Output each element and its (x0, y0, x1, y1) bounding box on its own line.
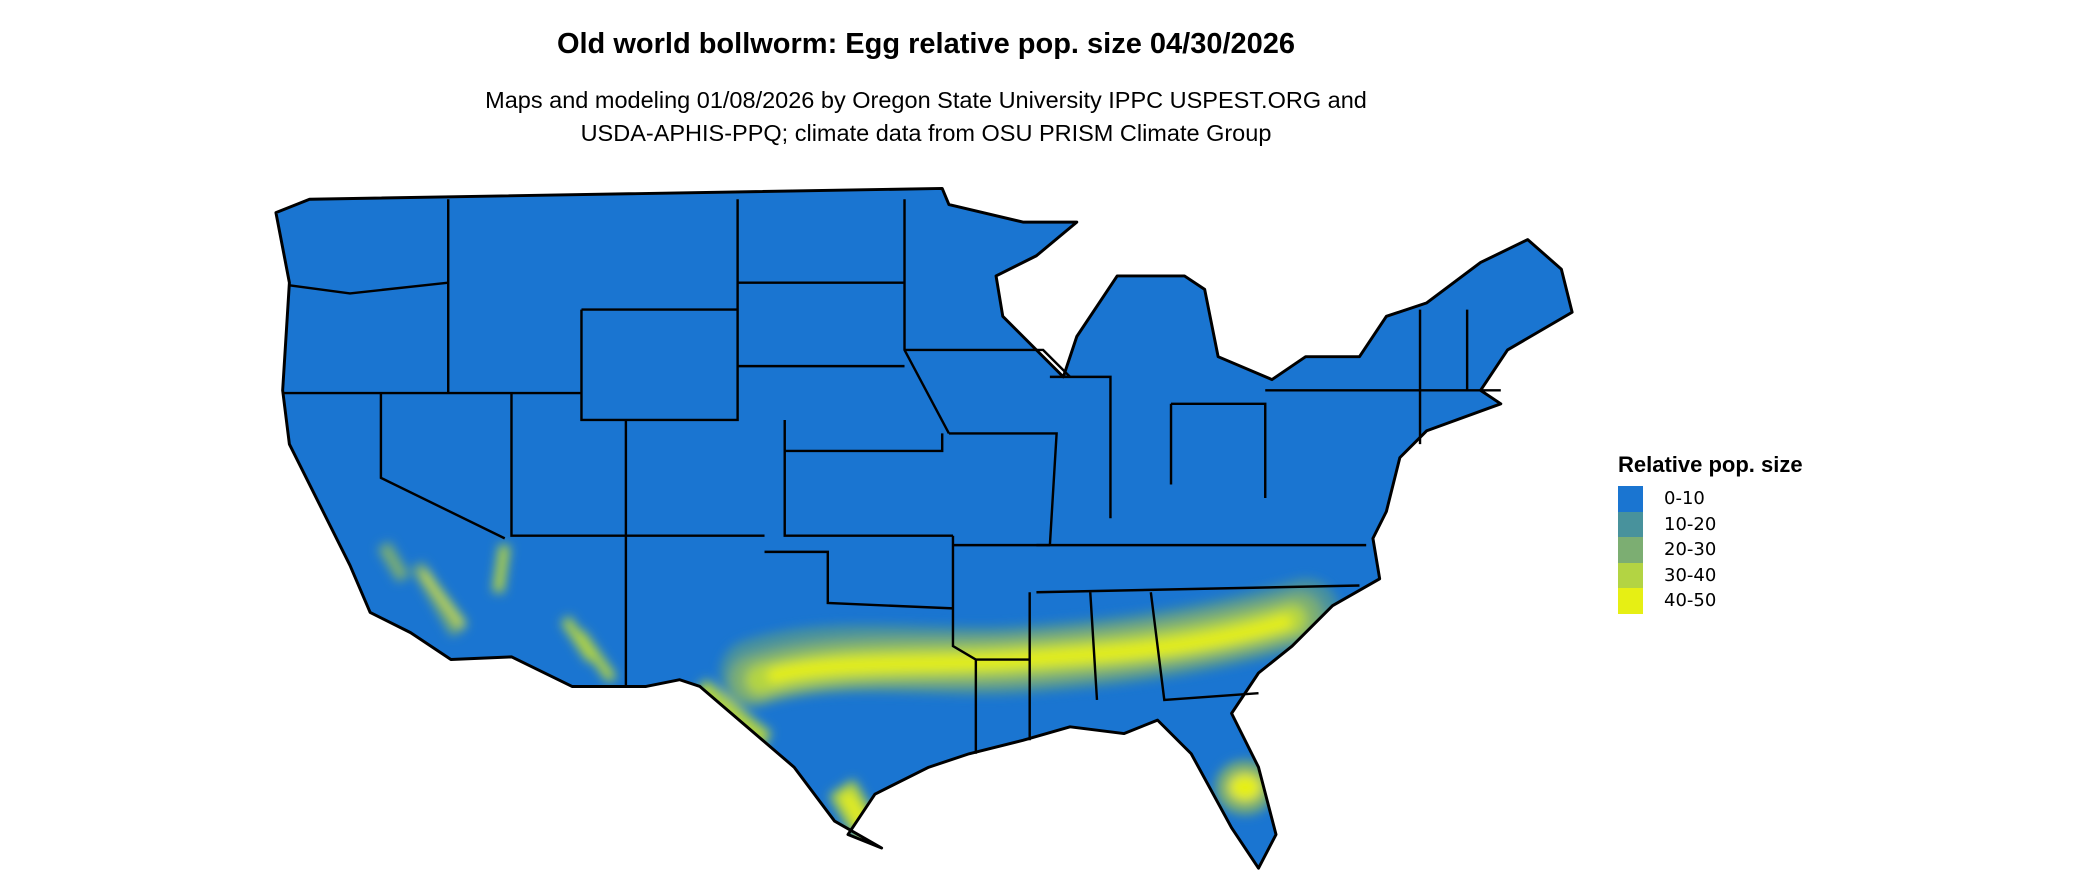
legend-item: 40-50 (1618, 588, 1803, 614)
legend-label: 30-40 (1664, 564, 1717, 586)
state-borders (282, 199, 1501, 754)
map-subtitle: Maps and modeling 01/08/2026 by Oregon S… (0, 84, 1852, 150)
legend-swatch (1618, 511, 1643, 537)
subtitle-line-1: Maps and modeling 01/08/2026 by Oregon S… (485, 87, 1367, 113)
legend-label: 0-10 (1664, 488, 1705, 510)
legend-item: 30-40 (1618, 562, 1803, 588)
legend-title: Relative pop. size (1618, 452, 1803, 477)
legend-swatch (1618, 562, 1643, 588)
legend-swatch (1618, 486, 1643, 512)
legend-item: 20-30 (1618, 537, 1803, 563)
legend-swatch (1618, 537, 1643, 563)
legend-label: 10-20 (1664, 513, 1717, 535)
florida-core (1228, 773, 1262, 801)
legend-item: 10-20 (1618, 511, 1803, 537)
subtitle-line-2: USDA-APHIS-PPQ; climate data from OSU PR… (580, 120, 1272, 146)
legend-label: 20-30 (1664, 539, 1717, 561)
arizona-spots (492, 544, 617, 683)
us-border (274, 186, 1574, 870)
california-core (421, 570, 467, 628)
legend-swatch (1618, 588, 1643, 614)
legend-item: 0-10 (1618, 486, 1803, 512)
legend: Relative pop. size 0-10 10-20 20-30 30-40 40… (1618, 452, 1803, 614)
legend-label: 40-50 (1664, 590, 1717, 612)
map-title: Old world bollworm: Egg relative pop. si… (556, 28, 1296, 60)
us-land-area (275, 188, 1573, 869)
